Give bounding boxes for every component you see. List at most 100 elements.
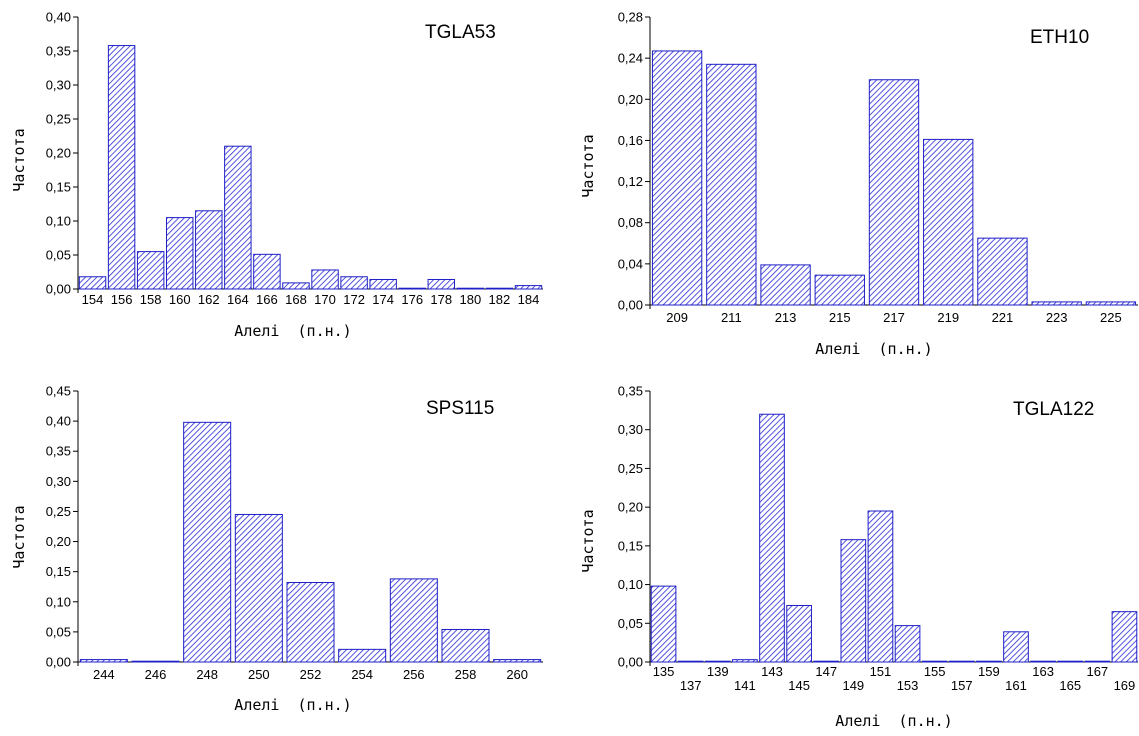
chart-panel-eth10: ETH10 Частота Алелі (п.н.) 0,00 0,04 0,08 0… [579,10,1138,358]
bar-160 [166,217,194,290]
x-tick-label: 147 [815,664,837,679]
x-tick-label: 151 [870,664,892,679]
x-tick-label: 143 [761,664,783,679]
y-tick-label: 0,00 [46,655,71,670]
y-tick-label: 0,05 [618,616,643,631]
x-tick-label: 161 [1005,678,1027,693]
y-axis-label: Частота [10,505,28,568]
x-tick-label: 180 [459,292,481,307]
bar-178 [427,278,456,290]
y-tick-label: 0,28 [618,10,643,25]
bar-165 [1057,660,1084,663]
y-tick-label: 0,35 [618,384,643,399]
x-tick-label: 209 [666,310,688,325]
bar-151 [867,510,894,663]
bar-156 [107,45,136,290]
y-tick-label: 0,15 [46,180,71,195]
y-tick-label: 0,35 [46,444,71,459]
x-tick-label: 211 [721,310,742,325]
x-tick-label: 163 [1032,664,1054,679]
bar-256 [389,578,438,663]
x-tick-label: 135 [653,664,675,679]
bar-215 [814,274,865,306]
x-tick-label: 223 [1046,310,1068,325]
bar-145 [786,604,812,663]
x-tick-label: 178 [430,292,452,307]
x-tick-label: 252 [300,667,322,682]
bar-153 [894,625,921,663]
x-tick-label: 170 [314,292,336,307]
x-tick-label: 182 [489,292,511,307]
bar-154 [78,276,107,290]
bar-168 [282,282,310,290]
bar-217 [868,79,920,306]
x-tick-label: 250 [248,667,270,682]
x-tick-label: 168 [285,292,307,307]
bar-170 [311,269,339,290]
y-tick-label: 0,08 [618,215,643,230]
y-tick-label: 0,25 [46,504,71,519]
bar-225 [1085,301,1137,306]
x-tick-label: 169 [1114,678,1136,693]
x-tick-label: 256 [403,667,425,682]
chart-title: SPS115 [426,398,494,419]
bar-143 [759,413,785,663]
x-tick-label: 258 [455,667,477,682]
y-tick-label: 0,00 [618,298,643,313]
y-axis-label: Частота [579,134,597,197]
bar-258 [441,628,490,663]
bar-172 [340,276,368,290]
bar-248 [183,421,232,663]
x-tick-label: 164 [227,292,249,307]
y-tick-label: 0,20 [46,146,71,161]
bar-182 [485,287,514,290]
x-tick-label: 225 [1100,310,1122,325]
x-tick-label: 145 [788,678,810,693]
bar-209 [651,50,703,306]
bar-158 [136,251,165,290]
bar-260 [493,659,542,663]
bar-250 [234,513,283,663]
chart-title: ETH10 [1030,27,1089,48]
x-tick-label: 213 [775,310,797,325]
x-tick-label: 139 [707,664,729,679]
x-tick-label: 221 [992,310,1014,325]
y-tick-label: 0,25 [46,112,71,127]
bar-141 [732,659,758,663]
x-tick-label: 157 [951,678,973,693]
x-tick-label: 167 [1086,664,1108,679]
y-tick-label: 0,30 [46,474,71,489]
x-tick-label: 158 [140,292,162,307]
y-tick-label: 0,05 [46,624,71,639]
bar-155 [921,660,948,663]
bar-139 [704,660,731,663]
chart-panel-tgla53: TGLA53 Частота Алелі (п.н.) 0,00 0,05 0,10… [10,10,543,340]
y-axis-label: Частота [10,128,28,191]
y-axis-label: Частота [579,509,597,572]
bar-147 [813,660,840,663]
y-tick-label: 0,24 [618,51,643,66]
y-tick-label: 0,15 [618,538,643,553]
x-tick-label: 246 [145,667,167,682]
x-tick-label: 153 [897,678,919,693]
chart-title: TGLA53 [425,22,496,43]
chart-panel-sps115: SPS115 Частота Алелі (п.н.) 0,00 0,05 0,10… [10,384,543,714]
bar-180 [456,287,485,290]
bar-149 [840,539,867,663]
x-tick-label: 248 [196,667,218,682]
x-axis-label: Алелі (п.н.) [234,322,351,340]
x-tick-label: 155 [924,664,946,679]
chart-title: TGLA122 [1013,399,1094,420]
bar-164 [224,145,252,290]
x-tick-label: 137 [680,678,702,693]
bar-169 [1111,611,1138,663]
x-axis-label: Алелі (п.н.) [234,696,351,714]
y-tick-label: 0,04 [618,256,643,271]
bar-184 [514,285,543,290]
x-tick-label: 154 [82,292,104,307]
x-tick-label: 165 [1059,678,1081,693]
x-tick-label: 217 [883,310,905,325]
bar-213 [760,264,811,306]
bar-166 [253,253,281,290]
x-tick-label: 160 [169,292,191,307]
